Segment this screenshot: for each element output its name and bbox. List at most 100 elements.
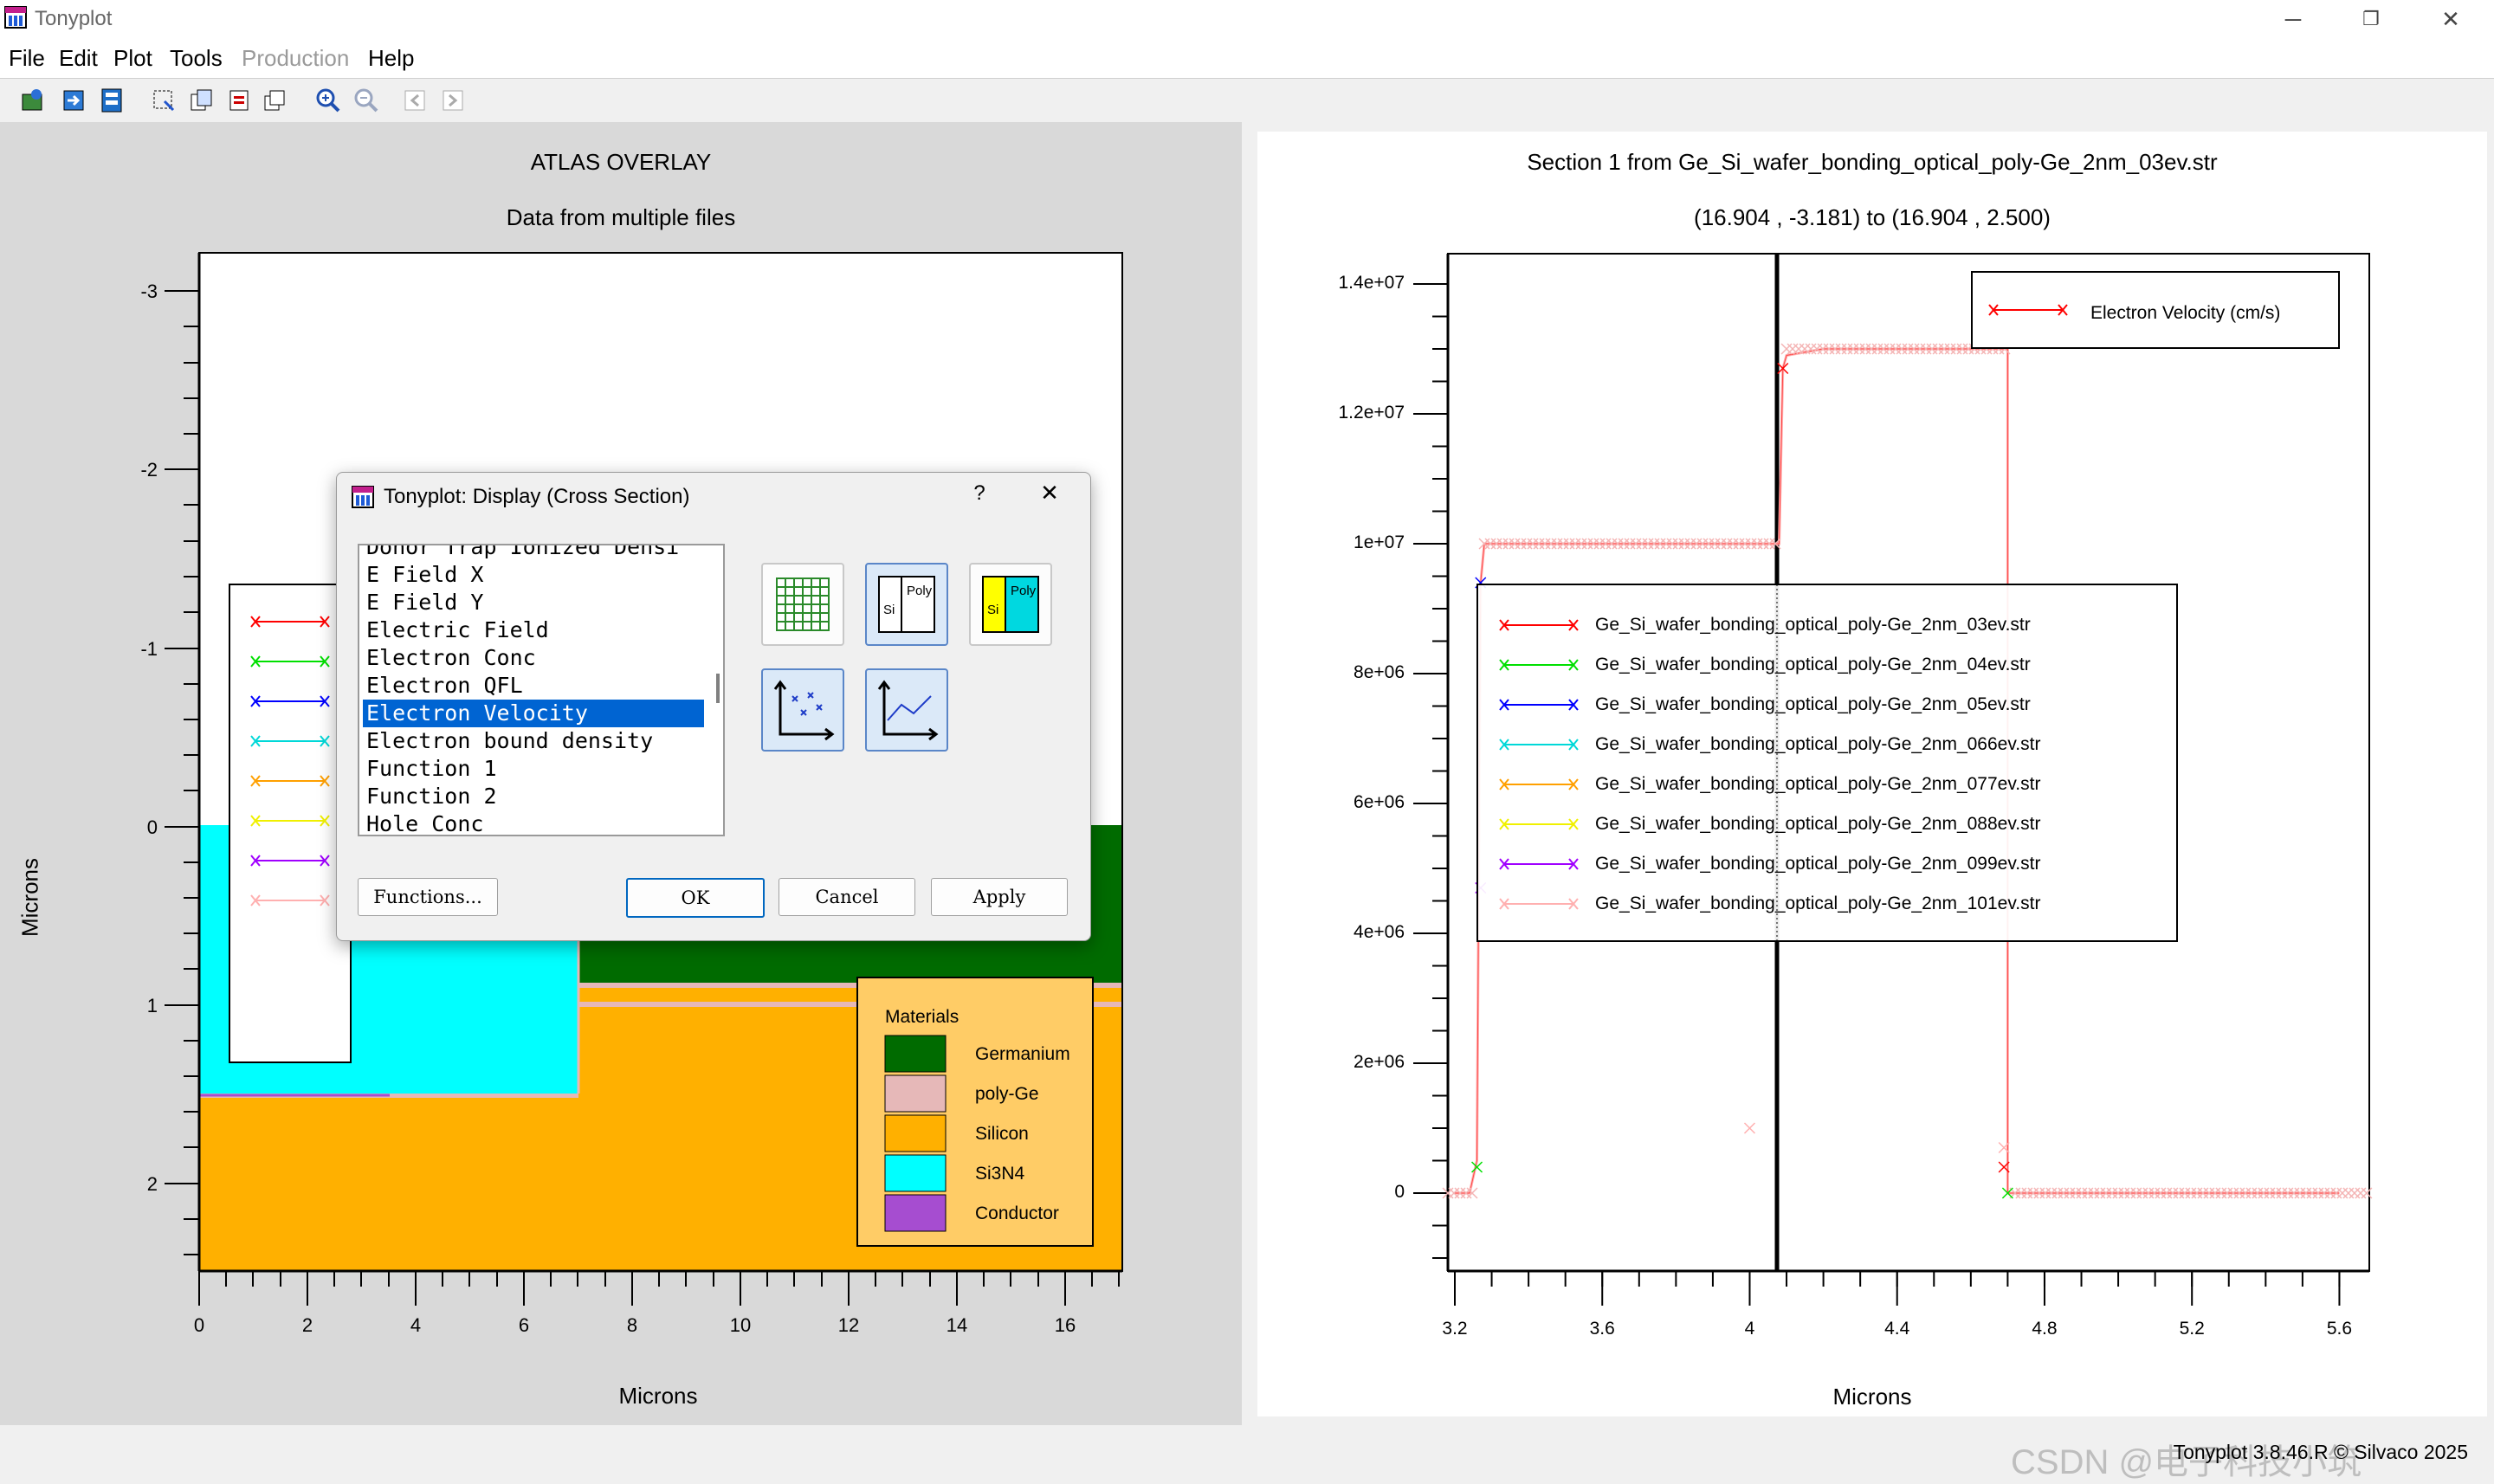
close-button[interactable]: ✕ [2441,6,2460,32]
zoom-in-icon[interactable] [313,86,343,115]
chart-legend-label: Electron Velocity (cm/s) [2090,303,2281,323]
zoom-out-icon [354,88,378,113]
materials-fill-button[interactable]: Si Poly [969,563,1052,646]
list-item[interactable]: Donor Trap Ionized Densi [366,544,680,559]
paste-icon[interactable] [225,86,255,115]
left-y-axis-label: Microns [16,858,43,938]
right-x-axis-label: Microns [1832,1384,1912,1410]
left-x-tick: 10 [729,1314,752,1336]
import-icon[interactable] [59,86,88,115]
right-y-tick-label: 1e+07 [1354,532,1405,552]
right-plot-panel: Section 1 from Ge_Si_wafer_bonding_optic… [1257,132,2487,1416]
legend-marker [1499,898,1579,910]
series-marker [1769,538,1781,550]
forward-icon [443,90,463,111]
tonyplot-app-icon [4,6,27,29]
save-icon[interactable] [97,86,126,115]
right-y-tick-label: 1.2e+07 [1338,403,1405,423]
series-marker [1777,362,1789,375]
minimize-button[interactable]: ─ [2284,6,2302,32]
file-legend-label: Ge_Si_wafer_bonding_optical_poly-Ge_2nm_… [1595,734,2041,754]
select-icon[interactable] [149,86,178,115]
left-y-tick: -3 [140,281,158,302]
maximize-button[interactable]: ❐ [2362,8,2380,29]
list-item[interactable]: Hole Conc [366,811,484,836]
quantity-list[interactable]: Donor Trap Ionized Densi E Field X E Fie… [358,544,725,836]
right-plot-subtitle: (16.904 , -3.181) to (16.904 , 2.500) [1694,204,2051,230]
line-plot-icon [877,680,939,741]
copy-icon[interactable] [187,86,216,115]
list-item[interactable]: Function 2 [366,784,497,809]
file-legend-label: Ge_Si_wafer_bonding_optical_poly-Ge_2nm_… [1595,894,2041,913]
list-item[interactable]: Electron QFL [366,673,523,698]
menu-file[interactable]: File [9,45,45,71]
right-x-tick-label: 5.6 [2326,1319,2353,1339]
file-legend-box [1476,584,2178,942]
file-legend-label: Ge_Si_wafer_bonding_optical_poly-Ge_2nm_… [1595,655,2031,674]
dialog-help-button[interactable]: ? [973,481,985,505]
list-item-selected[interactable]: Electron Velocity [363,700,704,727]
edges-toggle-button[interactable]: Si Poly [865,563,948,646]
series-marker [1466,1187,1478,1199]
list-item[interactable]: Electron bound density [366,728,654,753]
list-item[interactable]: Electric Field [366,617,549,642]
file-legend-label: Ge_Si_wafer_bonding_optical_poly-Ge_2nm_… [1595,854,2041,874]
left-x-tick: 16 [1054,1314,1076,1336]
left-y-tick: 0 [146,816,158,838]
series-marker [1743,1122,1756,1134]
si-label: Si [883,603,895,617]
ok-button[interactable]: OK [626,878,765,918]
electron-velocity-plot[interactable] [1257,132,2487,1416]
left-plot-title: ATLAS OVERLAY [530,149,712,175]
functions-button[interactable]: Functions... [358,878,498,916]
left-x-tick: 4 [410,1314,422,1336]
right-x-tick-label: 4 [1744,1319,1755,1339]
list-item[interactable]: Electron Conc [366,645,536,670]
series-marker [2001,1187,2013,1199]
list-item[interactable]: Function 1 [366,756,497,781]
list-item[interactable]: E Field X [366,562,484,587]
title-bar: Tonyplot ─ ❐ ✕ [0,0,2494,38]
menu-tools[interactable]: Tools [170,45,223,71]
status-bar: CSDN @电子科技小筑 Tonyplot 3.8.46.R © Silvaco… [0,1425,2494,1481]
menu-bar: File Edit Plot Tools Production Help [0,38,2494,79]
left-x-tick: 2 [301,1314,313,1336]
line-plot-button[interactable] [865,668,948,752]
legend-marker [1499,739,1579,751]
dialog-close-button[interactable]: ✕ [1040,480,1059,506]
dialog-title: Tonyplot: Display (Cross Section) [384,485,690,508]
display-dialog: Tonyplot: Display (Cross Section) ? ✕ Do… [336,472,1091,941]
right-y-tick-label: 0 [1394,1182,1405,1202]
legend-marker [1499,858,1579,870]
left-y-tick: 1 [146,995,158,1016]
cancel-button[interactable]: Cancel [779,878,915,916]
menu-plot[interactable]: Plot [113,45,152,71]
open-icon[interactable] [19,86,48,115]
right-y-tick-label: 4e+06 [1354,922,1405,942]
series-marker [1998,1141,2010,1154]
legend-marker [1499,619,1579,631]
legend-marker [1499,778,1579,790]
material-label-si3n4: Si3N4 [975,1164,1025,1184]
list-vertical-scrollbar[interactable] [716,674,720,703]
apply-button[interactable]: Apply [931,878,1068,916]
dialog-app-icon [352,486,374,508]
legend-marker [1499,659,1579,671]
poly-label: Poly [1011,584,1037,598]
overlay-icon[interactable] [262,86,291,115]
material-label-conductor: Conductor [975,1203,1059,1223]
scatter-plot-icon [773,680,835,741]
list-item[interactable]: E Field Y [366,590,484,615]
menu-help[interactable]: Help [368,45,415,71]
si-label: Si [987,603,999,617]
menu-edit[interactable]: Edit [59,45,98,71]
right-x-tick-label: 3.6 [1589,1319,1615,1339]
mesh-toggle-button[interactable] [761,563,844,646]
scatter-plot-button[interactable] [761,668,844,752]
materials-legend-title: Materials [885,1007,959,1027]
right-y-tick-label: 1.4e+07 [1338,273,1405,293]
right-y-tick-label: 6e+06 [1354,792,1405,812]
file-legend-label: Ge_Si_wafer_bonding_optical_poly-Ge_2nm_… [1595,694,2031,714]
material-label-poly-ge: poly-Ge [975,1084,1039,1104]
mesh-grid-icon [776,577,830,631]
